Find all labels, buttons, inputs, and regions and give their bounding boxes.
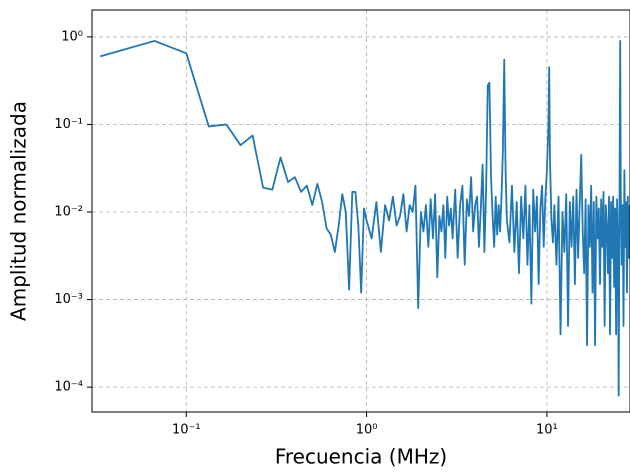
y-tick-label: 10⁻⁴ (54, 380, 83, 395)
x-tick-label: 10⁰ (356, 423, 378, 438)
axes-frame (91, 9, 630, 413)
line-series (99, 40, 630, 397)
x-tick-label: 10¹ (536, 423, 558, 438)
x-tick-label: 10⁻¹ (172, 423, 201, 438)
y-tick-label: 10⁻¹ (54, 117, 83, 132)
x-axis-label: Frecuencia (MHz) (275, 445, 447, 469)
y-tick-label: 10⁰ (61, 29, 83, 44)
plot-area (99, 40, 630, 397)
y-tick-label: 10⁻³ (54, 292, 83, 307)
y-tick-label: 10⁻² (54, 205, 83, 220)
grid (92, 10, 630, 412)
y-axis-label: Amplitud normalizada (7, 101, 31, 321)
